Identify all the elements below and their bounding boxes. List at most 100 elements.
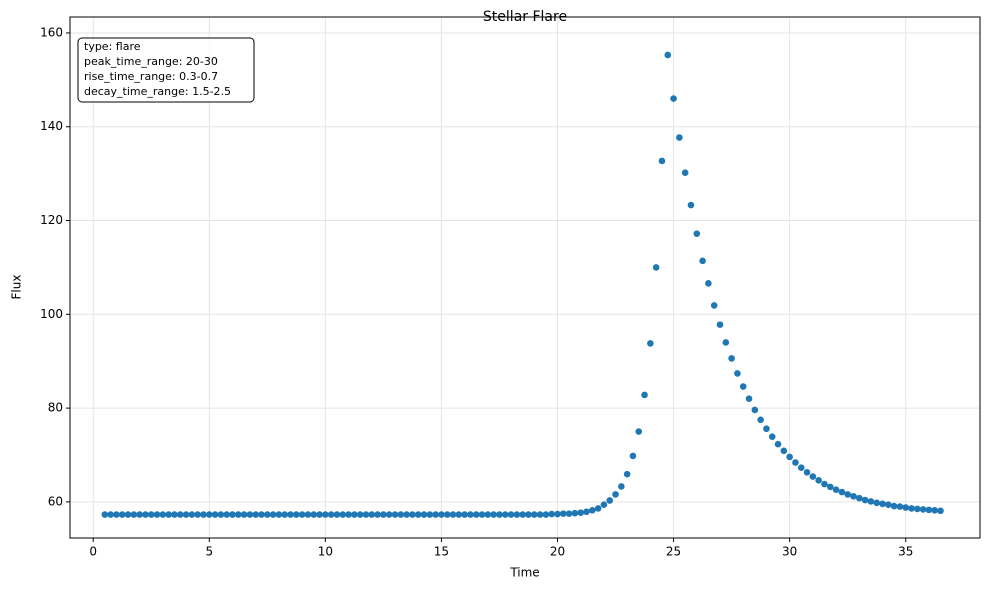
data-point — [641, 391, 648, 399]
plot-frame — [69, 16, 981, 539]
data-point — [629, 452, 637, 460]
data-point — [490, 511, 497, 518]
data-point — [826, 483, 834, 491]
data-point — [380, 511, 387, 518]
data-point — [583, 508, 590, 516]
data-point — [229, 511, 236, 518]
data-point — [205, 511, 213, 518]
data-point — [264, 511, 271, 518]
data-point — [385, 511, 393, 518]
x-tick-label: 0 — [89, 545, 97, 559]
x-tick-label: 5 — [205, 545, 213, 559]
data-point — [356, 511, 364, 518]
data-point — [409, 511, 416, 518]
data-point — [890, 502, 898, 510]
data-point — [571, 509, 579, 517]
data-point — [501, 511, 509, 518]
data-point — [768, 433, 776, 441]
data-point — [676, 134, 683, 141]
y-tick-label: 60 — [48, 494, 63, 508]
data-point — [107, 511, 114, 518]
data-point — [200, 511, 207, 518]
data-point — [374, 511, 381, 518]
data-point — [391, 511, 399, 518]
data-point — [867, 498, 875, 505]
annotation-line: decay_time_range: 1.5-2.5 — [84, 85, 231, 98]
data-point — [716, 321, 724, 328]
data-point — [420, 511, 428, 518]
data-point — [606, 497, 614, 504]
data-point — [937, 507, 944, 515]
data-point — [322, 511, 329, 518]
data-point — [507, 511, 515, 518]
data-point — [525, 511, 532, 518]
annotation-line: type: flare — [84, 40, 141, 53]
data-point — [176, 511, 184, 518]
data-point — [536, 511, 544, 518]
data-point — [623, 470, 631, 478]
data-point — [403, 511, 410, 518]
data-point — [327, 511, 335, 518]
data-point — [368, 511, 376, 518]
data-point — [739, 383, 747, 390]
data-point — [293, 511, 300, 518]
data-point — [589, 507, 596, 514]
data-point — [780, 447, 788, 455]
data-point — [757, 416, 764, 424]
data-point — [577, 509, 585, 516]
data-point — [565, 510, 573, 517]
data-point — [658, 157, 666, 165]
data-point — [484, 511, 492, 518]
x-tick-label: 25 — [666, 545, 681, 559]
data-point — [269, 511, 277, 518]
data-point — [281, 511, 289, 518]
data-point — [159, 511, 167, 518]
data-point — [275, 511, 283, 518]
data-point — [287, 511, 294, 518]
data-point — [530, 511, 538, 518]
data-point — [211, 511, 219, 518]
data-point — [142, 511, 149, 518]
data-point — [705, 280, 712, 287]
data-point — [681, 169, 689, 176]
data-point — [351, 511, 358, 518]
data-point — [513, 511, 521, 518]
data-point — [194, 511, 201, 518]
data-point — [809, 473, 817, 480]
data-point — [664, 51, 672, 59]
y-tick-label: 160 — [40, 25, 63, 39]
data-point — [699, 257, 706, 265]
data-point — [618, 483, 625, 490]
data-point — [914, 505, 921, 513]
x-tick-label: 30 — [782, 545, 797, 559]
data-point — [130, 511, 138, 518]
x-axis-label: Time — [509, 566, 539, 580]
data-point — [560, 510, 567, 517]
data-point — [832, 486, 840, 493]
data-point — [850, 492, 857, 500]
data-point — [455, 511, 463, 518]
data-point — [763, 425, 770, 433]
data-point — [885, 501, 892, 509]
data-point — [902, 504, 910, 511]
data-point — [235, 511, 242, 518]
data-point — [467, 511, 474, 518]
data-point — [472, 511, 480, 518]
data-point — [438, 511, 445, 518]
data-point — [136, 511, 143, 518]
data-point — [362, 511, 370, 518]
data-point — [147, 511, 155, 518]
data-point — [165, 511, 172, 518]
data-point — [687, 201, 695, 209]
data-point — [792, 459, 799, 466]
x-tick-label: 35 — [898, 545, 913, 559]
data-point — [693, 230, 701, 237]
data-point — [612, 491, 619, 498]
y-tick-label: 100 — [40, 307, 63, 321]
data-point — [838, 488, 846, 496]
data-point — [861, 496, 869, 504]
data-point — [542, 511, 550, 518]
data-point — [896, 503, 904, 510]
data-point — [461, 511, 468, 518]
